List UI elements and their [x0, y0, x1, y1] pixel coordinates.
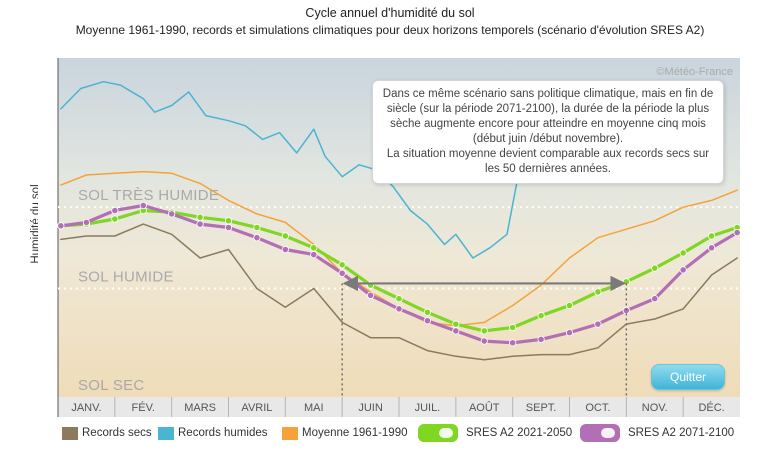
data-point: [594, 320, 602, 328]
data-point: [111, 206, 119, 215]
x-tick-label: OCT.: [585, 402, 610, 414]
zone-label: SOL TRÈS HUMIDE: [78, 187, 219, 204]
data-point: [537, 335, 545, 343]
data-point: [651, 295, 659, 303]
data-point: [707, 232, 716, 240]
legend-label: SRES A2 2071-2100: [628, 427, 735, 439]
data-point: [480, 327, 488, 335]
data-point: [423, 308, 432, 316]
data-point: [537, 312, 545, 320]
legend-toggle-pill[interactable]: [580, 424, 620, 442]
x-tick-label: FÉV.: [132, 401, 155, 414]
chart-title: Cycle annuel d'humidité du sol: [305, 6, 475, 20]
data-point: [338, 269, 346, 277]
x-tick-label: AVRIL: [241, 402, 272, 414]
data-point: [57, 222, 65, 230]
legend-swatch: [282, 426, 298, 440]
data-point: [139, 201, 147, 210]
data-point: [395, 295, 403, 303]
legend-toggle-pill[interactable]: [418, 424, 458, 442]
x-tick-label: DÉC.: [698, 401, 724, 414]
x-tick-label: JUIN: [358, 402, 383, 414]
data-point: [281, 232, 289, 240]
data-point: [253, 223, 261, 232]
x-tick-label: JANV.: [71, 402, 101, 414]
data-point: [733, 228, 741, 237]
legend-swatch: [62, 426, 78, 440]
data-point: [423, 317, 432, 325]
data-point: [395, 305, 403, 313]
legend-label: Moyenne 1961-1990: [302, 427, 408, 439]
legend-label: Records humides: [178, 427, 268, 439]
legend-item-moyenne[interactable]: Moyenne 1961-1990: [282, 423, 408, 443]
data-point: [310, 251, 318, 259]
data-point: [168, 210, 176, 218]
x-tick-label: MAI: [304, 402, 324, 414]
data-point: [679, 249, 687, 257]
data-point: [480, 337, 488, 345]
data-point: [679, 266, 687, 274]
data-point: [310, 244, 318, 252]
data-point: [651, 264, 659, 272]
copyright-text: ©Météo-France: [656, 66, 733, 78]
legend-item-records-humides[interactable]: Records humides: [158, 423, 267, 443]
data-point: [594, 288, 602, 296]
data-point: [707, 244, 716, 252]
legend-label: SRES A2 2021-2050: [466, 427, 573, 439]
data-point: [565, 301, 574, 310]
quit-button[interactable]: Quitter: [651, 364, 725, 390]
zone-label: SOL SEC: [78, 377, 145, 394]
chart-subtitle: Moyenne 1961-1990, records et simulation…: [75, 23, 705, 37]
data-point: [281, 245, 289, 254]
x-tick-label: SEPT.: [526, 402, 557, 414]
data-point: [338, 261, 346, 269]
data-point: [224, 223, 233, 232]
data-point: [565, 328, 574, 337]
x-tick-label: JUIL.: [415, 402, 441, 414]
zone-label: SOL HUMIDE: [78, 269, 174, 286]
data-point: [452, 320, 460, 328]
x-tick-label: AOÛT: [469, 401, 500, 414]
data-point: [196, 213, 204, 221]
data-point: [366, 291, 375, 299]
x-tick-label: MARS: [184, 402, 216, 414]
legend-item-sres-2021-2050[interactable]: SRES A2 2021-2050: [418, 423, 572, 443]
legend-item-sres-2071-2100[interactable]: SRES A2 2071-2100: [580, 423, 734, 443]
legend-swatch: [158, 426, 174, 440]
data-point: [622, 306, 630, 315]
data-point: [111, 215, 119, 223]
data-point: [509, 323, 517, 332]
data-point: [253, 234, 261, 242]
data-point: [452, 327, 460, 335]
legend-label: Records secs: [82, 427, 152, 439]
data-point: [224, 217, 233, 225]
info-callout: Dans ce même scénario sans politique cli…: [372, 80, 724, 184]
series-line-records-humides: [60, 80, 522, 259]
legend-item-records-secs[interactable]: Records secs: [62, 423, 152, 443]
x-tick-label: NOV.: [642, 402, 668, 414]
data-point: [196, 220, 204, 228]
data-point: [509, 339, 517, 347]
data-point: [82, 218, 91, 227]
